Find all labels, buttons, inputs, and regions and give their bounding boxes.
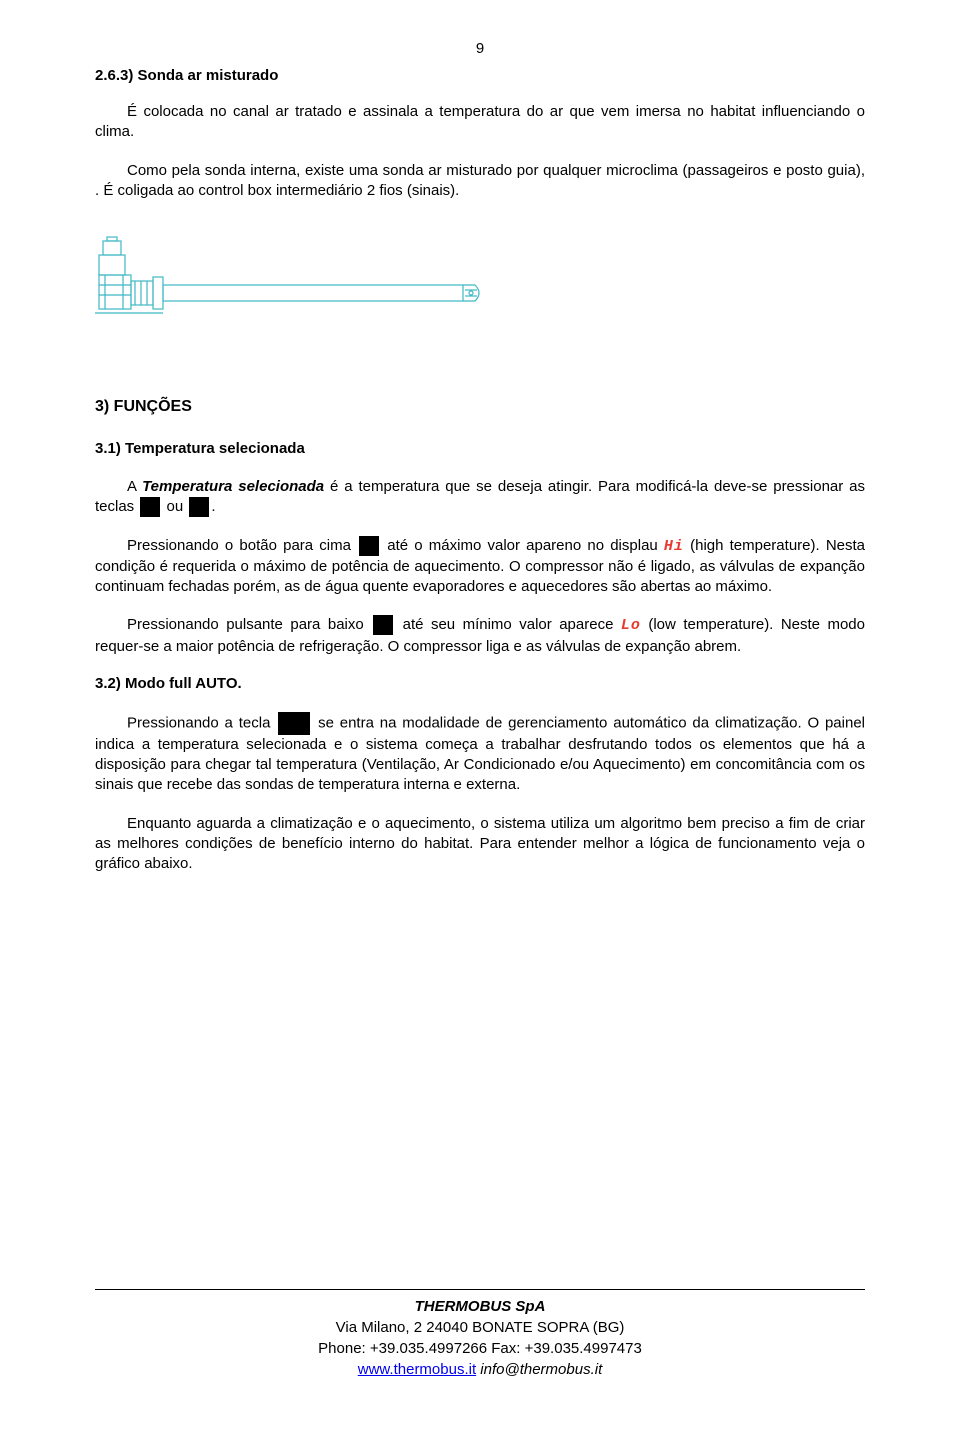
- section-31-p3: Pressionando pulsante para baixo ▽ até s…: [95, 615, 865, 657]
- down-arrow-icon: ▽: [140, 497, 160, 517]
- p1-before: A: [127, 478, 142, 495]
- fax-value: +39.035.4997473: [525, 1340, 642, 1357]
- lo-indicator: Lo: [621, 617, 641, 634]
- section-263-p2: Como pela sonda interna, existe uma sond…: [95, 161, 865, 202]
- phone-value: +39.035.4997266: [370, 1340, 487, 1357]
- auto-button-icon: AUTO: [278, 712, 310, 735]
- fax-label: Fax:: [487, 1340, 525, 1357]
- section-32-title: 3.2) Modo full AUTO.: [95, 675, 865, 692]
- p3-a: Pressionando pulsante para baixo: [127, 616, 371, 633]
- p2-b: até o máximo valor apareno no displau: [381, 537, 664, 554]
- section-3-title: 3) FUNÇÕES: [95, 398, 865, 416]
- p1-bold: Temperatura selecionada: [142, 478, 324, 495]
- down-arrow-icon: ▽: [373, 615, 393, 635]
- footer-email: info@thermobus.it: [480, 1361, 602, 1378]
- section-263-title: 2.6.3) Sonda ar misturado: [95, 67, 865, 84]
- section-32-p2: Enquanto aguarda a climatização e o aque…: [95, 814, 865, 875]
- page-footer: THERMOBUS SpA Via Milano, 2 24040 BONATE…: [0, 1289, 960, 1380]
- hi-indicator: Hi: [664, 538, 684, 555]
- section-31-p2: Pressionando o botão para cima △ até o m…: [95, 536, 865, 598]
- p2-a: Pressionando o botão para cima: [127, 537, 357, 554]
- footer-web-link[interactable]: www.thermobus.it: [358, 1361, 476, 1378]
- p32-a: Pressionando a tecla: [127, 714, 276, 731]
- p3-b: até seu mínimo valor aparece: [395, 616, 621, 633]
- phone-label: Phone:: [318, 1340, 370, 1357]
- section-263-p1: É colocada no canal ar tratado e assinal…: [95, 102, 865, 143]
- p1-between: ou: [162, 498, 187, 515]
- footer-address: Via Milano, 2 24040 BONATE SOPRA (BG): [0, 1317, 960, 1338]
- p1-end: .: [211, 498, 215, 515]
- section-32-p1: Pressionando a tecla AUTO se entra na mo…: [95, 712, 865, 796]
- footer-company: THERMOBUS SpA: [0, 1296, 960, 1317]
- section-31-p1: A Temperatura selecionada é a temperatur…: [95, 477, 865, 518]
- footer-phones: Phone: +39.035.4997266 Fax: +39.035.4997…: [0, 1338, 960, 1359]
- footer-links: www.thermobus.it info@thermobus.it: [0, 1359, 960, 1380]
- page-number: 9: [95, 40, 865, 57]
- footer-rule: [95, 1289, 865, 1290]
- sensor-diagram: [95, 235, 865, 360]
- up-arrow-icon: △: [189, 497, 209, 517]
- section-31-title: 3.1) Temperatura selecionada: [95, 440, 865, 457]
- up-arrow-icon: △: [359, 536, 379, 556]
- sensor-svg: [95, 235, 495, 355]
